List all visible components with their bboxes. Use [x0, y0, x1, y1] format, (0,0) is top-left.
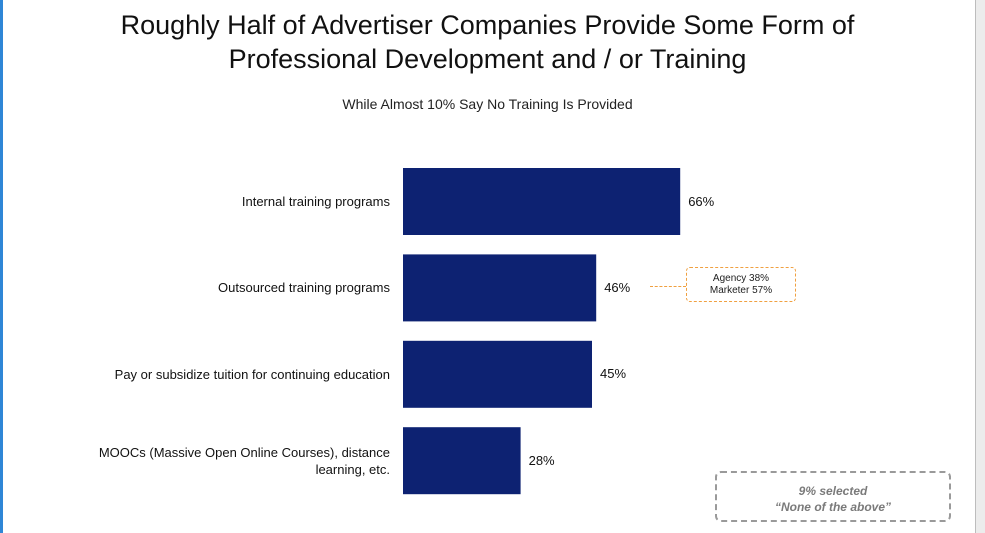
bar-2: [403, 254, 597, 322]
bar-4: [403, 427, 521, 495]
category-label-3: Pay or subsidize tuition for continuing …: [10, 366, 390, 383]
value-label-2: 46%: [604, 279, 631, 295]
chart-subtitle: While Almost 10% Say No Training Is Prov…: [342, 96, 633, 112]
chart-title-line-2: Professional Development and / or Traini…: [228, 44, 747, 74]
value-label-1: 66%: [688, 193, 715, 209]
category-label-1: Internal training programs: [10, 193, 390, 210]
none-of-the-above-note: 9% selected “None of the above”: [715, 471, 951, 522]
chart-title: Roughly Half of Advertiser Companies Pro…: [0, 8, 975, 76]
category-label-2: Outsourced training programs: [10, 279, 390, 296]
note-line-2: “None of the above”: [774, 500, 891, 514]
callout-connector: [650, 286, 686, 287]
breakdown-callout: Agency 38% Marketer 57%: [686, 267, 796, 302]
bar-1: [403, 168, 681, 235]
value-label-4: 28%: [528, 452, 555, 468]
note-line-1: 9% selected: [798, 484, 868, 498]
left-border: [0, 0, 3, 533]
category-label-3-line-1: Pay or subsidize tuition for continuing …: [114, 366, 390, 382]
scrollbar[interactable]: [975, 0, 985, 533]
chart-title-line-1: Roughly Half of Advertiser Companies Pro…: [120, 10, 855, 40]
bar-3: [403, 340, 592, 408]
category-label-2-line-1: Outsourced training programs: [218, 280, 390, 296]
category-label-1-line-1: Internal training programs: [241, 194, 390, 209]
category-label-4-line-1: MOOCs (Massive Open Online Courses), dis…: [98, 444, 390, 460]
value-label-3: 45%: [600, 366, 627, 382]
category-label-4: MOOCs (Massive Open Online Courses), dis…: [10, 444, 390, 478]
callout-agency: Agency 38%: [712, 273, 770, 284]
callout-marketer: Marketer 57%: [709, 285, 773, 296]
category-label-4-line-2: learning, etc.: [315, 461, 390, 477]
